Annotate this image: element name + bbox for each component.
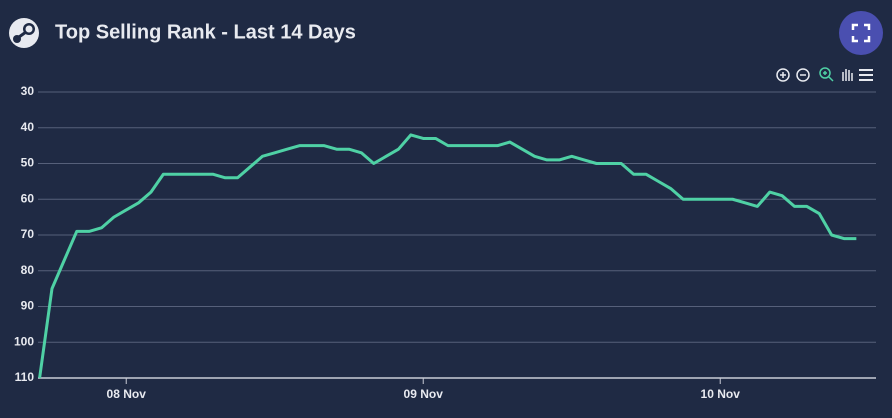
y-tick-label: 50: [21, 156, 35, 170]
steam-logo: [9, 18, 39, 48]
toolbar[interactable]: [776, 67, 873, 82]
chart-title: Top Selling Rank - Last 14 Days: [55, 21, 356, 43]
y-tick-label: 80: [21, 263, 35, 277]
x-tick-label: 08 Nov: [107, 387, 147, 401]
y-tick-label: 30: [21, 84, 35, 98]
fullscreen-button[interactable]: [839, 11, 883, 55]
y-tick-label: 40: [21, 120, 35, 134]
y-tick-label: 90: [21, 299, 35, 313]
line-series: [38, 133, 857, 379]
y-tick-label: 70: [21, 227, 35, 241]
y-tick-label: 100: [14, 334, 34, 348]
x-tick-label: 09 Nov: [404, 387, 444, 401]
x-tick-label: 10 Nov: [701, 387, 741, 401]
y-tick-label: 60: [21, 191, 35, 205]
y-tick-label: 110: [15, 370, 35, 384]
